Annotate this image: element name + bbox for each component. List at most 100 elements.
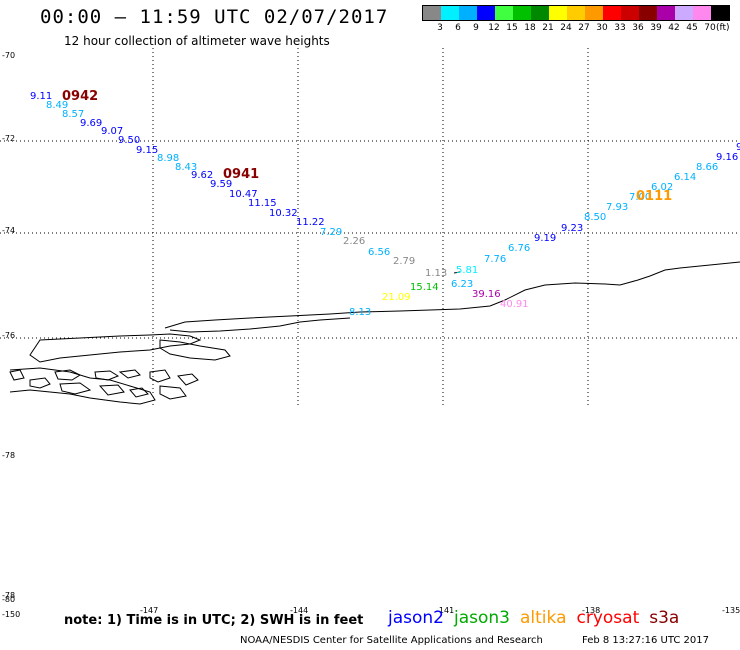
color-scale-tick: 39 [650, 23, 662, 33]
wave-height-reading: 6.14 [674, 172, 696, 183]
wave-height-reading: 11.15 [248, 198, 277, 209]
color-scale-tick: 12 [488, 23, 500, 33]
wave-height-reading: 7.29 [320, 227, 342, 238]
color-swatch [423, 6, 441, 20]
wave-height-reading: 5.81 [456, 265, 478, 276]
wave-height-reading: 2.79 [393, 256, 415, 267]
color-swatch [675, 6, 693, 20]
wave-height-reading: 6.76 [508, 243, 530, 254]
wave-height-reading: 9.62 [191, 170, 213, 181]
color-swatch [603, 6, 621, 20]
latitude-label: -72 [2, 134, 15, 143]
legend-entry-s3a: s3a [649, 608, 680, 628]
legend-entry-jason3: jason3 [454, 608, 510, 628]
color-scale-tick: 42 [668, 23, 680, 33]
legend-entry-cryosat: cryosat [576, 608, 640, 628]
color-swatch [549, 6, 567, 20]
color-scale-tick: 9 [473, 23, 479, 33]
wave-height-reading: 7.76 [484, 254, 506, 265]
latitude-label: -78 [2, 451, 15, 460]
wave-height-reading: 6.02 [651, 182, 673, 193]
map-subtitle: 12 hour collection of altimeter wave hei… [64, 34, 330, 48]
wave-height-reading: 9 [736, 142, 740, 153]
wave-height-reading: 15.14 [410, 282, 439, 293]
wave-height-reading: 9.07 [101, 126, 123, 137]
latitude-label: -74 [2, 226, 15, 235]
color-scale-tick: 24 [560, 23, 572, 33]
color-scale-tick: 45 [686, 23, 698, 33]
pass-time-label: 0941 [223, 167, 259, 182]
longitude-label: -144 [290, 606, 308, 615]
wave-height-reading: 9.59 [210, 179, 232, 190]
color-scale-tick: 30 [596, 23, 608, 33]
legend-entry-altika: altika [520, 608, 567, 628]
credit-line: NOAA/NESDIS Center for Satellite Applica… [240, 635, 543, 646]
lat-grid-lines [0, 140, 740, 339]
wave-height-reading: 7.00 [629, 192, 651, 203]
color-scale-tick: 21 [542, 23, 554, 33]
wave-height-reading: 8.13 [349, 307, 371, 318]
color-scale-tick: 6 [455, 23, 461, 33]
wave-height-reading: 11.22 [296, 217, 325, 228]
longitude-label: -147 [140, 606, 158, 615]
color-swatch [585, 6, 603, 20]
map-title: 00:00 – 11:59 UTC 02/07/2017 [40, 6, 389, 28]
wave-height-reading: 9.23 [561, 223, 583, 234]
wave-height-reading: 8.43 [175, 162, 197, 173]
longitude-label: -150 [2, 610, 20, 619]
longitude-labels: -150 -147 -144 -141 -138 -135 [2, 606, 740, 619]
coastline [9, 261, 740, 405]
latitude-labels: -70-72-74-76-78-78-80 [2, 51, 15, 604]
wave-height-reading: 40.91 [500, 299, 529, 310]
wave-height-reading: 9.15 [136, 145, 158, 156]
color-swatch [459, 6, 477, 20]
wave-height-reading: 9.11 [30, 91, 52, 102]
wave-height-reading: 39.16 [472, 289, 501, 300]
color-swatch [567, 6, 585, 20]
lon-grid-lines [152, 48, 589, 408]
latitude-label: -70 [2, 51, 15, 60]
color-swatch [693, 6, 711, 20]
wave-height-reading: 9.16 [716, 152, 738, 163]
latitude-label: -78 [2, 591, 15, 600]
color-swatch [621, 6, 639, 20]
wave-height-reading: 6.23 [451, 279, 473, 290]
wave-height-readings: 9.118.498.579.699.079.509.158.988.439.62… [30, 91, 740, 318]
wave-height-reading: 8.57 [62, 109, 84, 120]
wave-height-reading: 2.26 [343, 236, 365, 247]
wave-height-reading: 9.69 [80, 118, 102, 129]
color-scale-tick: 15 [506, 23, 518, 33]
color-swatch [495, 6, 513, 20]
longitude-label: -138 [582, 606, 600, 615]
pass-time-labels: 0942 0941 0111 [62, 89, 672, 204]
wave-height-reading: 8.50 [584, 212, 606, 223]
pass-time-label: 0942 [62, 89, 98, 104]
color-swatch [711, 6, 729, 20]
color-swatch [657, 6, 675, 20]
wave-height-reading: 6.56 [368, 247, 390, 258]
color-scale-labels: 3 6 9 12 15 18 21 24 27 30 33 36 39 42 45 70 [422, 23, 740, 35]
color-scale-unit: (ft) [716, 23, 730, 33]
color-scale-bar [422, 5, 730, 21]
color-scale-tick: 70 [704, 23, 716, 33]
color-scale-tick: 36 [632, 23, 644, 33]
color-swatch [531, 6, 549, 20]
color-swatch [639, 6, 657, 20]
latitude-label: -80 [2, 595, 15, 604]
wave-height-reading: 8.66 [696, 162, 718, 173]
legend-entry-jason2: jason2 [388, 608, 444, 628]
wave-height-reading: 9.50 [118, 135, 140, 146]
wave-height-reading: 21.09 [382, 292, 411, 303]
generated-timestamp: Feb 8 13:27:16 UTC 2017 [582, 635, 709, 646]
color-scale-tick: 33 [614, 23, 626, 33]
color-scale-tick: 18 [524, 23, 536, 33]
footer-note: note: 1) Time is in UTC; 2) SWH is in fe… [64, 613, 364, 628]
wave-height-reading: 10.47 [229, 189, 258, 200]
wave-height-reading: 7.93 [606, 202, 628, 213]
color-swatch [441, 6, 459, 20]
wave-height-reading: 10.32 [269, 208, 298, 219]
wave-height-reading: 9.19 [534, 233, 556, 244]
satellite-legend: jason2 jason3 altika cryosat s3a [388, 608, 679, 628]
